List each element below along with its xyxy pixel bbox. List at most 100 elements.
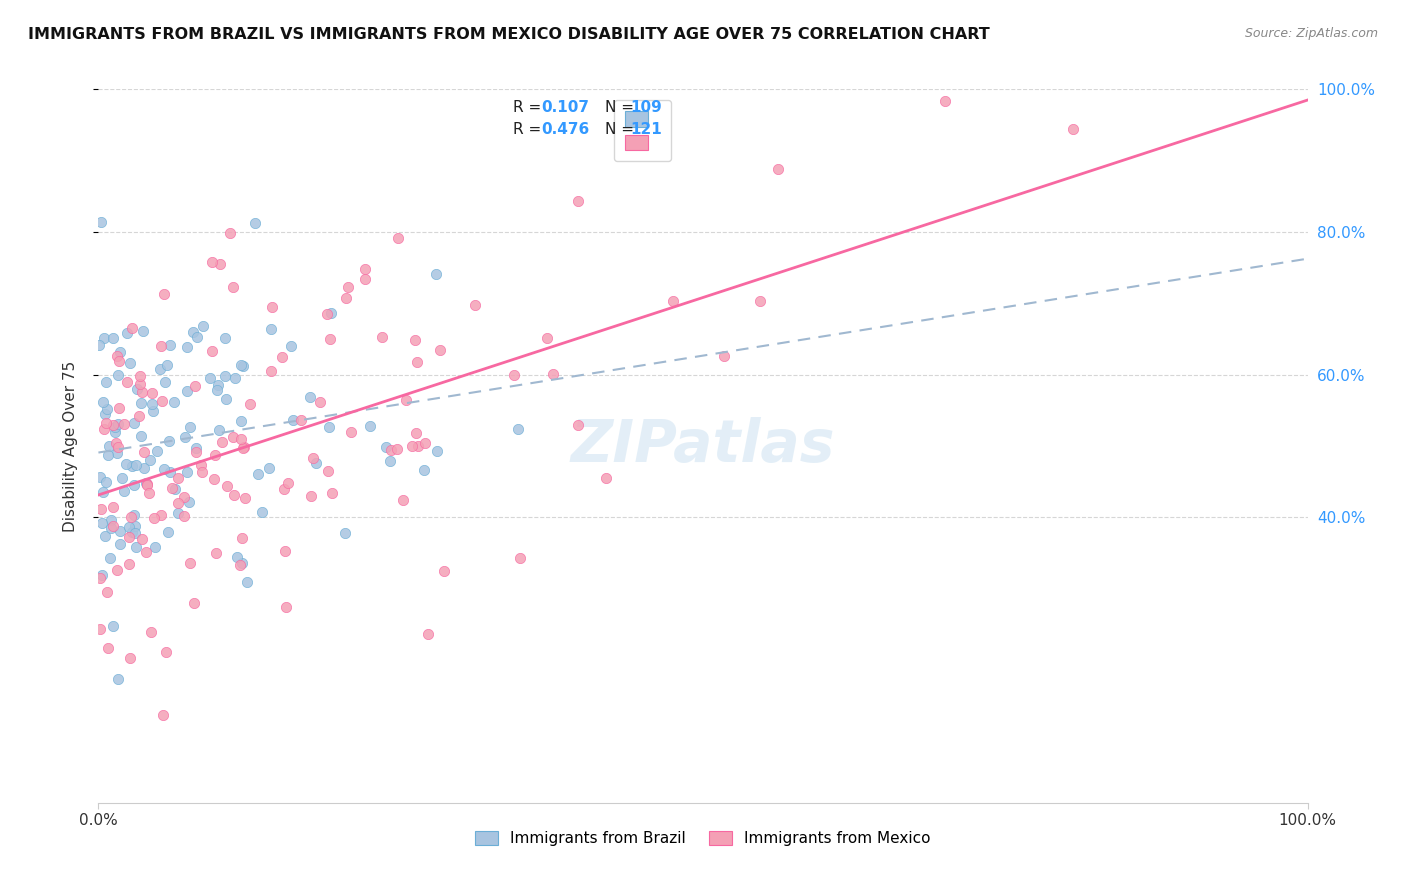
Point [232,441,254,455]
Point [290,412,312,426]
Point [934,95,956,109]
Text: R =: R = [513,100,547,114]
Point [229,414,252,428]
Point [273,482,295,496]
Point [131,533,153,547]
Point [260,364,283,378]
Point [232,359,254,373]
Point [94,407,117,421]
Point [127,382,149,396]
Point [305,456,328,470]
Point [136,476,159,491]
Point [231,556,253,570]
Point [319,306,342,320]
Point [159,465,181,479]
Point [107,440,129,454]
Point [121,320,143,334]
Point [662,293,685,308]
Point [302,450,325,465]
Point [506,421,529,435]
Point [118,520,141,534]
Point [207,378,229,392]
Point [107,401,129,416]
Point [132,444,155,458]
Point [136,477,159,491]
Point [146,443,169,458]
Point [205,545,228,559]
Point [202,472,225,486]
Point [277,476,299,491]
Point [179,420,201,434]
Point [387,231,409,245]
Point [129,396,152,410]
Point [150,508,173,522]
Point [318,464,340,478]
Point [152,393,174,408]
Point [132,461,155,475]
Point [94,529,117,543]
Point [426,443,449,458]
Point [181,326,204,340]
Point [149,361,172,376]
Point [502,368,524,382]
Point [768,162,790,177]
Point [121,524,143,539]
Point [152,708,174,723]
Point [595,471,617,485]
Y-axis label: Disability Age Over 75: Disability Age Over 75 [63,360,77,532]
Point [378,454,401,468]
Point [153,287,176,301]
Point [167,496,190,510]
Point [90,516,112,530]
Point [117,326,139,340]
Point [401,439,423,453]
Point [280,338,302,352]
Point [184,444,207,458]
Point [141,386,163,401]
Point [104,425,127,439]
Point [112,484,135,499]
Point [214,331,236,345]
Point [509,550,531,565]
Point [101,417,124,432]
Point [135,476,157,491]
Point [222,488,245,502]
Point [405,355,427,369]
Point [204,448,226,462]
Point [336,280,359,294]
Point [135,545,157,559]
Point [208,423,231,437]
Point [131,384,153,399]
Text: N =: N = [605,100,638,114]
Point [100,513,122,527]
Point [96,584,118,599]
Point [173,508,195,523]
Point [91,484,114,499]
Point [122,478,145,492]
Point [93,422,115,436]
Point [404,333,426,347]
Point [131,324,153,338]
Point [105,446,128,460]
Point [233,441,256,455]
Point [229,558,252,572]
Point [205,383,228,397]
Point [713,349,735,363]
Point [108,344,131,359]
Point [236,574,259,589]
Point [143,540,166,554]
Point [89,623,111,637]
Point [215,392,238,406]
Text: 121: 121 [630,122,662,136]
Point [321,486,343,500]
Point [464,298,486,312]
Point [153,461,176,475]
Point [309,394,332,409]
Point [121,458,143,473]
Point [190,466,212,480]
Point [163,395,186,409]
Point [176,340,198,354]
Point [173,490,195,504]
Point [115,457,138,471]
Point [94,475,117,489]
